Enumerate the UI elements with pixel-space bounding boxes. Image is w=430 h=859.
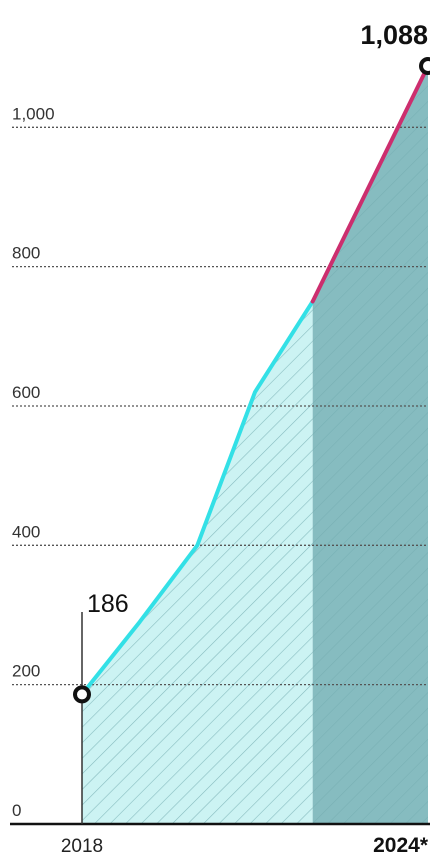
label-layer: 0 200 400 600 800 1,000 186 1,088 2018 2024* bbox=[12, 20, 430, 857]
line-layer bbox=[80, 64, 430, 697]
area-hatch-historical bbox=[82, 301, 313, 824]
y-tick-label-400: 400 bbox=[12, 522, 40, 541]
start-point-marker bbox=[73, 685, 91, 704]
y-tick-label-200: 200 bbox=[12, 662, 40, 681]
x-tick-label-2018: 2018 bbox=[61, 836, 103, 857]
area-hatch-forecast bbox=[312, 66, 428, 824]
start-value-label: 186 bbox=[87, 590, 129, 618]
area-layer bbox=[82, 66, 428, 824]
axis-layer bbox=[10, 612, 430, 826]
y-tick-label-600: 600 bbox=[12, 383, 40, 402]
end-point-marker bbox=[419, 57, 430, 75]
x-tick-label-2024: 2024* bbox=[373, 834, 429, 857]
y-tick-label-800: 800 bbox=[12, 244, 40, 263]
series-line-forecast bbox=[310, 64, 430, 304]
y-tick-label-0: 0 bbox=[12, 801, 21, 820]
series-line-historical bbox=[80, 299, 315, 697]
end-value-label: 1,088 bbox=[360, 20, 428, 50]
y-tick-label-1000: 1,000 bbox=[12, 104, 55, 123]
